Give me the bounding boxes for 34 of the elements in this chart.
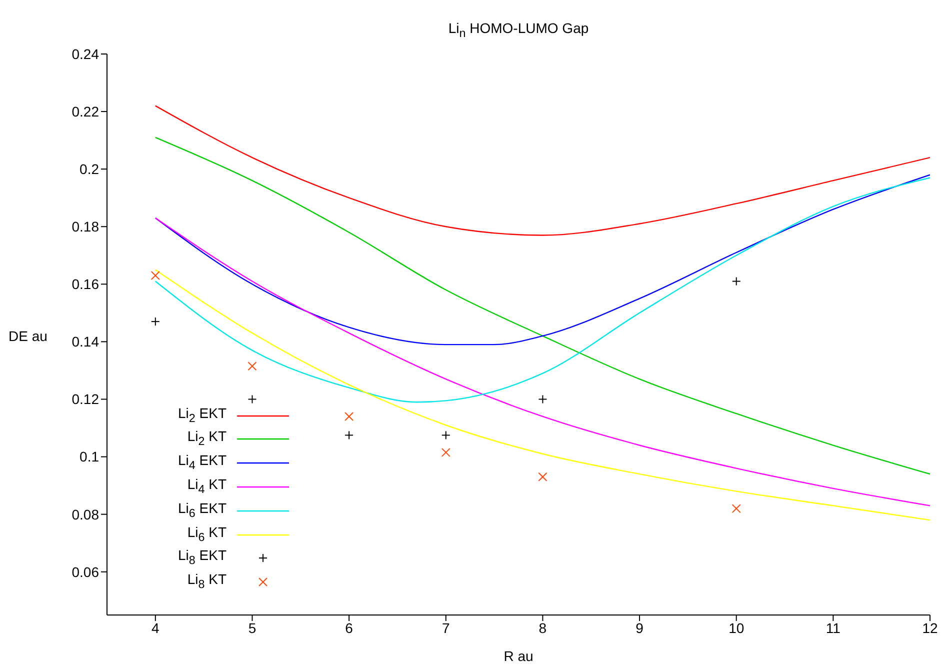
legend-label: Li$_{2}$ EKT xyxy=(178,404,227,426)
legend-label: Li$_{4}$ KT xyxy=(187,475,227,498)
y-tick-label: 0.06 xyxy=(72,564,100,580)
chart-title: Li$_{n}$ HOMO-LUMO Gap xyxy=(447,20,590,40)
line-series xyxy=(154,269,930,521)
y-tick-label: 0.14 xyxy=(72,334,100,350)
x-tick-label: 7 xyxy=(442,620,450,636)
y-tick-label: 0.16 xyxy=(72,276,100,292)
line-series xyxy=(154,136,930,475)
x-tick-label: 4 xyxy=(152,620,160,636)
x-tick-label: 9 xyxy=(636,620,644,636)
legend-label: Li$_{6}$ KT xyxy=(187,522,227,546)
y-tick-label: 0.24 xyxy=(72,46,100,62)
y-tick-label: 0.12 xyxy=(72,391,100,408)
legend-label: Li$_{2}$ KT xyxy=(187,427,227,450)
x-tick-label: 12 xyxy=(922,620,938,636)
x-tick-label: 8 xyxy=(538,620,547,636)
y-tick-label: 0.18 xyxy=(72,218,100,235)
legend-label: Li$_{6}$ EKT xyxy=(178,498,227,522)
x-tick-label: 5 xyxy=(248,620,256,636)
y-tick-label: 0.08 xyxy=(72,506,100,522)
x-tick-label: 11 xyxy=(826,620,841,636)
y-tick-label: 0.22 xyxy=(72,104,100,120)
line-series xyxy=(154,105,930,236)
x-axis-title: R au xyxy=(502,648,534,664)
line-series xyxy=(154,177,930,403)
legend-label: Li$_{4}$ EKT xyxy=(178,451,227,474)
x-tick-label: 6 xyxy=(345,620,354,636)
legend-label: Li$_{8}$ EKT xyxy=(178,546,227,570)
legend-label: Li$_{8}$ KT xyxy=(187,570,227,593)
y-tick-label: 0.2 xyxy=(80,161,100,178)
x-tick-label: 10 xyxy=(728,620,744,636)
y-axis-title: DE au xyxy=(8,328,48,344)
y-tick-label: 0.1 xyxy=(80,448,100,465)
